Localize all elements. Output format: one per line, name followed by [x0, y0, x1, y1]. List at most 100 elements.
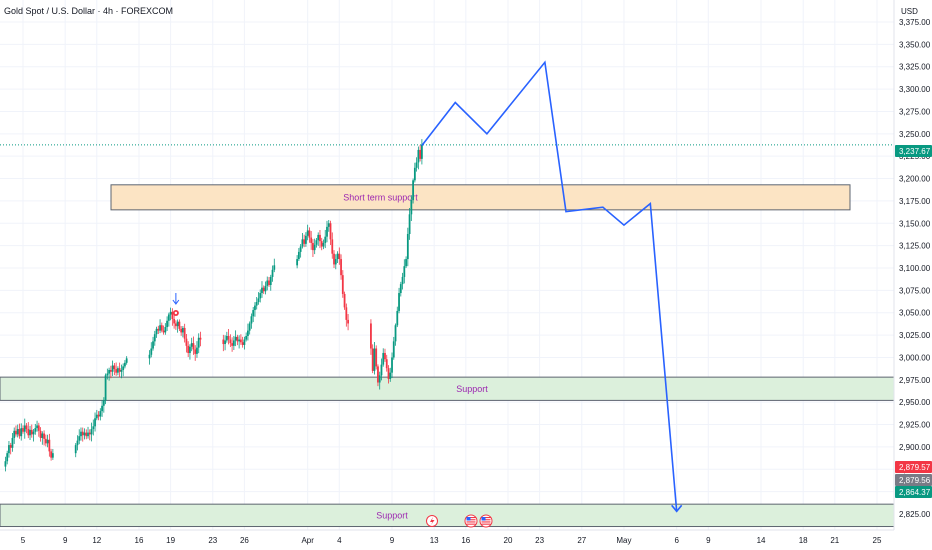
candle[interactable] [250, 313, 253, 329]
candle[interactable] [152, 336, 154, 351]
candle[interactable] [90, 422, 93, 442]
candle[interactable] [11, 433, 14, 452]
candle[interactable] [39, 427, 42, 442]
candle[interactable] [16, 424, 19, 438]
candle[interactable] [252, 307, 255, 323]
candle[interactable] [305, 232, 307, 247]
candle[interactable] [299, 244, 302, 258]
candle[interactable] [408, 207, 411, 240]
candle[interactable] [231, 337, 234, 352]
candle[interactable] [308, 227, 311, 243]
candle[interactable] [375, 345, 378, 370]
candle[interactable] [94, 412, 96, 432]
candle[interactable] [88, 429, 91, 441]
candle[interactable] [15, 425, 17, 437]
candle[interactable] [345, 303, 348, 327]
candle[interactable] [150, 342, 153, 358]
candle[interactable] [322, 239, 325, 250]
candle[interactable] [315, 238, 318, 248]
candle[interactable] [78, 429, 81, 445]
candle[interactable] [182, 325, 184, 338]
time-scale[interactable]: 5 9 12 16 19 23 26 Apr 4 9 13 16 20 23 27 May 6 9 14 18 21 25 [21, 536, 882, 545]
candle[interactable] [32, 428, 35, 442]
candle[interactable] [394, 323, 397, 346]
candle[interactable] [43, 430, 45, 446]
candle[interactable] [99, 408, 102, 421]
candle[interactable] [319, 229, 321, 249]
candle[interactable] [382, 348, 385, 367]
candles[interactable] [4, 139, 423, 472]
candle[interactable] [113, 363, 116, 376]
candle[interactable] [222, 334, 225, 352]
candle[interactable] [6, 450, 9, 465]
candle[interactable] [36, 420, 38, 432]
candle[interactable] [326, 220, 328, 243]
candle[interactable] [160, 322, 163, 333]
candle[interactable] [406, 227, 409, 267]
candle[interactable] [81, 427, 84, 442]
candle[interactable] [415, 157, 418, 172]
candle[interactable] [34, 423, 37, 435]
candle[interactable] [185, 333, 188, 353]
candle[interactable] [13, 427, 16, 444]
zone-box[interactable] [0, 503, 895, 528]
candle[interactable] [20, 423, 23, 441]
candle[interactable] [4, 456, 7, 472]
candle[interactable] [48, 433, 51, 457]
candle[interactable] [327, 220, 330, 232]
candle[interactable] [377, 364, 379, 387]
candle[interactable] [312, 239, 314, 257]
candle[interactable] [268, 276, 270, 287]
candle[interactable] [76, 435, 79, 451]
candle[interactable] [83, 428, 86, 440]
candle[interactable] [329, 220, 332, 245]
candle[interactable] [97, 411, 100, 421]
candle[interactable] [419, 144, 422, 162]
candle[interactable] [385, 354, 388, 372]
candle[interactable] [238, 335, 241, 349]
candle[interactable] [389, 367, 392, 382]
candle[interactable] [109, 365, 112, 379]
candle[interactable] [413, 162, 416, 183]
candle[interactable] [380, 358, 383, 381]
candle[interactable] [296, 255, 299, 269]
candle[interactable] [118, 362, 121, 378]
candle[interactable] [80, 427, 82, 441]
candle[interactable] [255, 296, 258, 310]
projection-line[interactable] [421, 60, 678, 512]
candle[interactable] [313, 238, 316, 255]
candle[interactable] [174, 320, 177, 330]
candle[interactable] [338, 247, 341, 265]
candle[interactable] [87, 426, 89, 439]
candle[interactable] [153, 330, 156, 346]
candle[interactable] [171, 308, 174, 326]
candle[interactable] [9, 442, 12, 455]
us-flag-event-icon[interactable] [479, 514, 493, 528]
candle[interactable] [176, 319, 179, 333]
candle[interactable] [405, 256, 407, 269]
candle[interactable] [347, 314, 349, 331]
candle[interactable] [25, 423, 28, 434]
candle[interactable] [341, 270, 344, 298]
us-flag-event-icon[interactable] [464, 514, 478, 528]
candle[interactable] [243, 336, 246, 350]
candle[interactable] [236, 334, 239, 346]
zone-box[interactable] [110, 184, 851, 211]
candle[interactable] [197, 333, 200, 354]
candle[interactable] [229, 334, 232, 348]
candle[interactable] [23, 418, 26, 439]
candle[interactable] [303, 234, 306, 248]
candle[interactable] [8, 440, 10, 458]
candle[interactable] [116, 366, 119, 376]
candle[interactable] [155, 326, 158, 338]
projection[interactable] [421, 60, 683, 513]
candle[interactable] [234, 330, 237, 347]
candle[interactable] [257, 292, 260, 305]
candle[interactable] [169, 307, 172, 321]
candle[interactable] [46, 434, 49, 448]
candle[interactable] [95, 409, 98, 421]
candle[interactable] [297, 248, 300, 262]
candle[interactable] [334, 254, 337, 270]
candle[interactable] [273, 258, 276, 273]
